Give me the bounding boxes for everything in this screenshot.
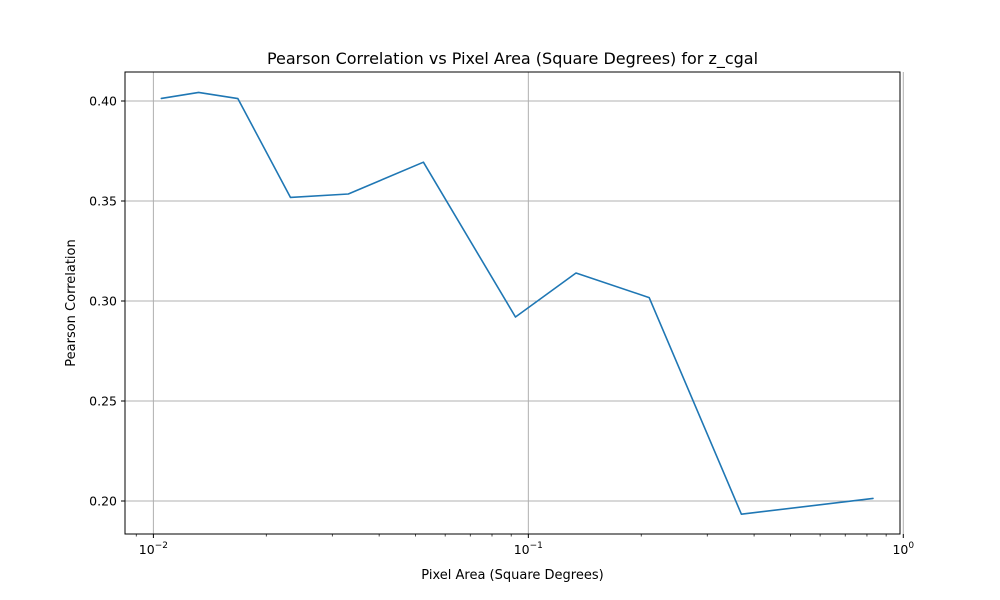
y-tick-label: 0.40 — [89, 94, 117, 109]
y-axis-label: Pearson Correlation — [64, 239, 79, 366]
grid — [125, 72, 904, 534]
y-tick-label: 0.25 — [89, 394, 117, 409]
plot-frame — [124, 71, 901, 535]
chart-title: Pearson Correlation vs Pixel Area (Squar… — [267, 49, 758, 69]
series-layer — [160, 91, 874, 516]
x-tick-label: 10−1 — [514, 541, 543, 557]
x-axis-label: Pixel Area (Square Degrees) — [421, 568, 603, 583]
x-tick-label: 10−2 — [139, 541, 168, 557]
y-tick-label: 0.30 — [89, 294, 117, 309]
axis-ticks: 10−2 10−1 100 0.20 0.25 0.30 0.35 0.40 — [89, 94, 914, 558]
y-tick-label: 0.20 — [89, 494, 117, 509]
y-tick-label: 0.35 — [89, 194, 117, 209]
x-tick-label: 100 — [892, 541, 914, 557]
